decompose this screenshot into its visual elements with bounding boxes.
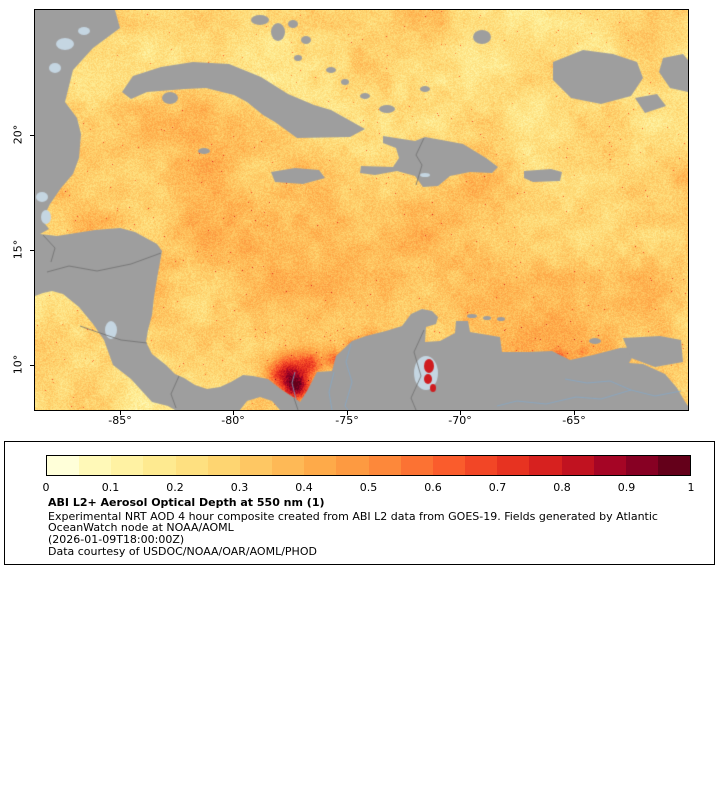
x-tick-label: -65°	[562, 414, 586, 427]
colorbar-segment	[432, 456, 466, 475]
x-tick-mark	[347, 411, 348, 415]
colorbar-segment	[400, 456, 433, 475]
colorbar-segment	[593, 456, 626, 475]
colorbar-segment	[111, 456, 144, 475]
colorbar-segment	[175, 456, 208, 475]
aod-map-figure: -85° -80° -75° -70° -65° 20° 15° 10°	[11, 9, 689, 427]
aod-map-canvas	[35, 10, 688, 410]
colorbar-tick-label: 0.6	[424, 481, 442, 494]
colorbar-segment	[497, 456, 530, 475]
colorbar-segment	[304, 456, 337, 475]
y-tick-mark	[30, 135, 34, 136]
colorbar-segment	[657, 456, 691, 475]
colorbar-segment	[529, 456, 562, 475]
colorbar-tick-label: 0.1	[101, 481, 120, 494]
colorbar-tick-label: 0	[42, 481, 50, 494]
legend-description-line2: OceanWatch node at NOAA/AOML	[48, 521, 234, 534]
legend-timestamp: (2026-01-09T18:00:00Z)	[48, 533, 185, 546]
colorbar-tick-label: 0.7	[488, 481, 507, 494]
colorbar-tick-label: 1	[687, 481, 695, 494]
x-tick-mark	[459, 411, 461, 415]
x-tick-label: -70°	[448, 414, 472, 427]
x-tick-mark	[573, 411, 575, 415]
y-tick-label: 10°	[11, 354, 25, 375]
colorbar-segment	[47, 456, 80, 475]
colorbar-segment	[368, 456, 401, 475]
colorbar-segment	[465, 456, 498, 475]
y-tick-mark	[30, 250, 34, 251]
colorbar-segment	[272, 456, 305, 475]
y-tick-mark	[30, 365, 34, 366]
legend-title: ABI L2+ Aerosol Optical Depth at 550 nm …	[48, 496, 325, 509]
colorbar-tick-label: 0.3	[230, 481, 249, 494]
colorbar-tick-label: 0.8	[553, 481, 571, 494]
colorbar-segment	[207, 456, 240, 475]
colorbar-tick-label: 0.4	[295, 481, 313, 494]
colorbar-segment	[625, 456, 658, 475]
legend-panel: 0 0.1 0.2 0.3 0.4 0.5 0.6 0.7 0.8 0.9 1 ABI L2+ Ae…	[4, 441, 715, 565]
x-tick-label: -85°	[108, 414, 132, 427]
y-tick-label: 15°	[11, 239, 25, 260]
colorbar-segment	[561, 456, 594, 475]
colorbar-tick-label: 0.9	[617, 481, 636, 494]
colorbar-segment	[143, 456, 176, 475]
x-tick-mark	[120, 411, 122, 415]
x-tick-mark	[232, 411, 234, 415]
aod-colorbar	[46, 455, 691, 476]
y-tick-label: 20°	[11, 124, 25, 145]
colorbar-segment	[79, 456, 112, 475]
colorbar-segment	[336, 456, 369, 475]
colorbar-tick-label: 0.2	[166, 481, 184, 494]
x-tick-label: -75°	[335, 414, 359, 427]
legend-description-line1: Experimental NRT AOD 4 hour composite cr…	[48, 510, 658, 523]
map-frame	[34, 9, 689, 411]
x-tick-label: -80°	[221, 414, 245, 427]
colorbar-segment	[239, 456, 273, 475]
legend-courtesy: Data courtesy of USDOC/NOAA/OAR/AOML/PHO…	[48, 545, 317, 558]
colorbar-tick-label: 0.5	[359, 481, 378, 494]
